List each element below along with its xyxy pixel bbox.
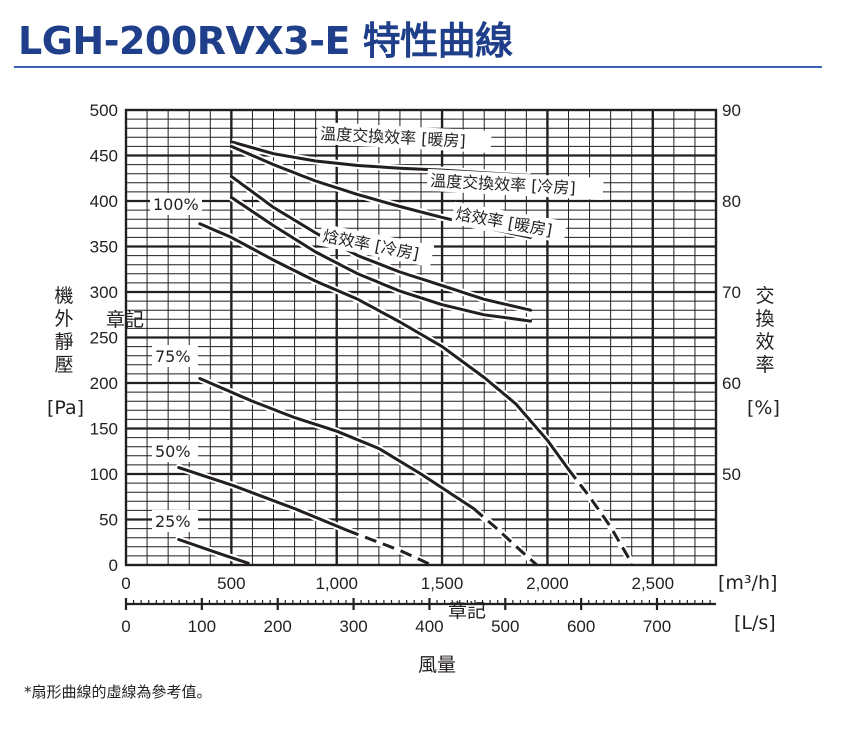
curve-label-bg <box>152 440 198 462</box>
page-title: LGH-200RVX3-E 特性曲線 <box>18 19 513 63</box>
fan-curve-dashed-50pct <box>346 528 433 567</box>
y-tick-label-left: 0 <box>109 556 118 575</box>
curve-label-bg <box>150 193 202 215</box>
curve-labels: 100%75%50%25%溫度交換效率 [暖房]溫度交換效率 [冷房]焓效率 [… <box>150 121 604 532</box>
y-tick-label-left: 400 <box>90 192 118 211</box>
efficiency-curve-4 <box>229 195 533 323</box>
x-secondary-tick-label: 100 <box>188 617 216 636</box>
label-temp-eff-cooling-text: 溫度交換效率 [冷房] <box>430 171 576 198</box>
left-axis-title: 機外靜壓 <box>49 285 79 377</box>
x-secondary-tick-label: 300 <box>339 617 367 636</box>
y-tick-label-left: 50 <box>99 511 118 530</box>
label-fan-75: 75% <box>152 345 198 367</box>
x-tick-label: 2,500 <box>632 574 675 593</box>
label-temp-eff-cooling: 溫度交換效率 [冷房] <box>426 168 604 201</box>
x-tick-label: 1,000 <box>315 574 358 593</box>
fan-curve-halo <box>565 467 635 565</box>
x-secondary-tick-label: 500 <box>491 617 519 636</box>
x-tick-label: 0 <box>121 574 130 593</box>
y-tick-label-left: 150 <box>90 420 118 439</box>
curve-label-bg <box>451 201 568 244</box>
y-tick-label-right: 70 <box>722 283 741 302</box>
right-axis-title: 交換效率 <box>750 285 780 377</box>
y-tick-label-right: 90 <box>722 101 741 120</box>
fan-curve-75pct <box>198 377 476 511</box>
x-axis-unit-secondary: [L/s] <box>734 612 776 634</box>
footnote: *扇形曲線的虛線為參考值。 <box>24 683 212 701</box>
fan-curve-25pct <box>177 538 250 565</box>
efficiency-curve-3 <box>229 174 533 312</box>
y-tick-label-left: 100 <box>90 465 118 484</box>
fan-curve-dashed-75pct <box>472 507 538 567</box>
stamp-mark: 章記 <box>106 309 145 331</box>
y-tick-label-left: 350 <box>90 238 118 257</box>
x-secondary-tick-label: 400 <box>415 617 443 636</box>
plot-frame <box>124 108 718 567</box>
stamp-mark: 章記 <box>448 600 487 622</box>
x-tick-label: 500 <box>217 574 245 593</box>
x-axis-title: 風量 <box>418 654 457 676</box>
title-divider <box>14 66 822 68</box>
right-axis-unit: [%] <box>747 397 780 419</box>
label-fan-100: 100% <box>150 193 202 215</box>
x-tick-label: 1,500 <box>421 574 464 593</box>
label-fan-100-text: 100% <box>153 195 199 214</box>
curve-label-bg <box>426 168 604 201</box>
y-tick-label-left: 500 <box>90 101 118 120</box>
label-fan-75-text: 75% <box>155 347 191 366</box>
y-tick-label-right: 60 <box>722 374 741 393</box>
y-tick-label-right: 50 <box>722 465 741 484</box>
right-axis-title-text: 交換效率 <box>755 285 775 376</box>
curve-label-bg <box>318 223 435 268</box>
curve-label-bg <box>316 121 492 153</box>
y-tick-label-left: 450 <box>90 147 118 166</box>
curves <box>175 138 635 569</box>
x-tick-label: 2,000 <box>526 574 569 593</box>
y-tick-label-left: 300 <box>90 283 118 302</box>
curve-label-bg <box>152 510 198 532</box>
x-secondary-tick-label: 200 <box>264 617 292 636</box>
label-fan-50: 50% <box>152 440 198 462</box>
x-axis-unit-primary: [m³/h] <box>718 572 778 594</box>
x-secondary-tick-label: 600 <box>567 617 595 636</box>
x-secondary-tick-label: 0 <box>121 617 130 636</box>
left-axis-title-text: 機外靜壓 <box>54 285 74 376</box>
label-fan-25-text: 25% <box>155 512 191 531</box>
grid <box>126 110 716 565</box>
fan-curve-100pct <box>198 222 570 471</box>
left-axis-unit: [Pa] <box>47 397 85 419</box>
y-tick-label-left: 250 <box>90 329 118 348</box>
y-tick-label-left: 200 <box>90 374 118 393</box>
y-tick-label-right: 80 <box>722 192 741 211</box>
curve-label-bg <box>152 345 198 367</box>
x-secondary-tick-label: 700 <box>643 617 671 636</box>
axes: 0 50 100 150 200 250 300 350 400 450 500 50 60 70 80 90… <box>90 101 741 636</box>
label-fan-50-text: 50% <box>155 442 191 461</box>
label-fan-25: 25% <box>152 510 198 532</box>
label-temp-eff-heating: 溫度交換效率 [暖房] <box>316 121 492 153</box>
fan-curve-50pct <box>177 466 349 532</box>
